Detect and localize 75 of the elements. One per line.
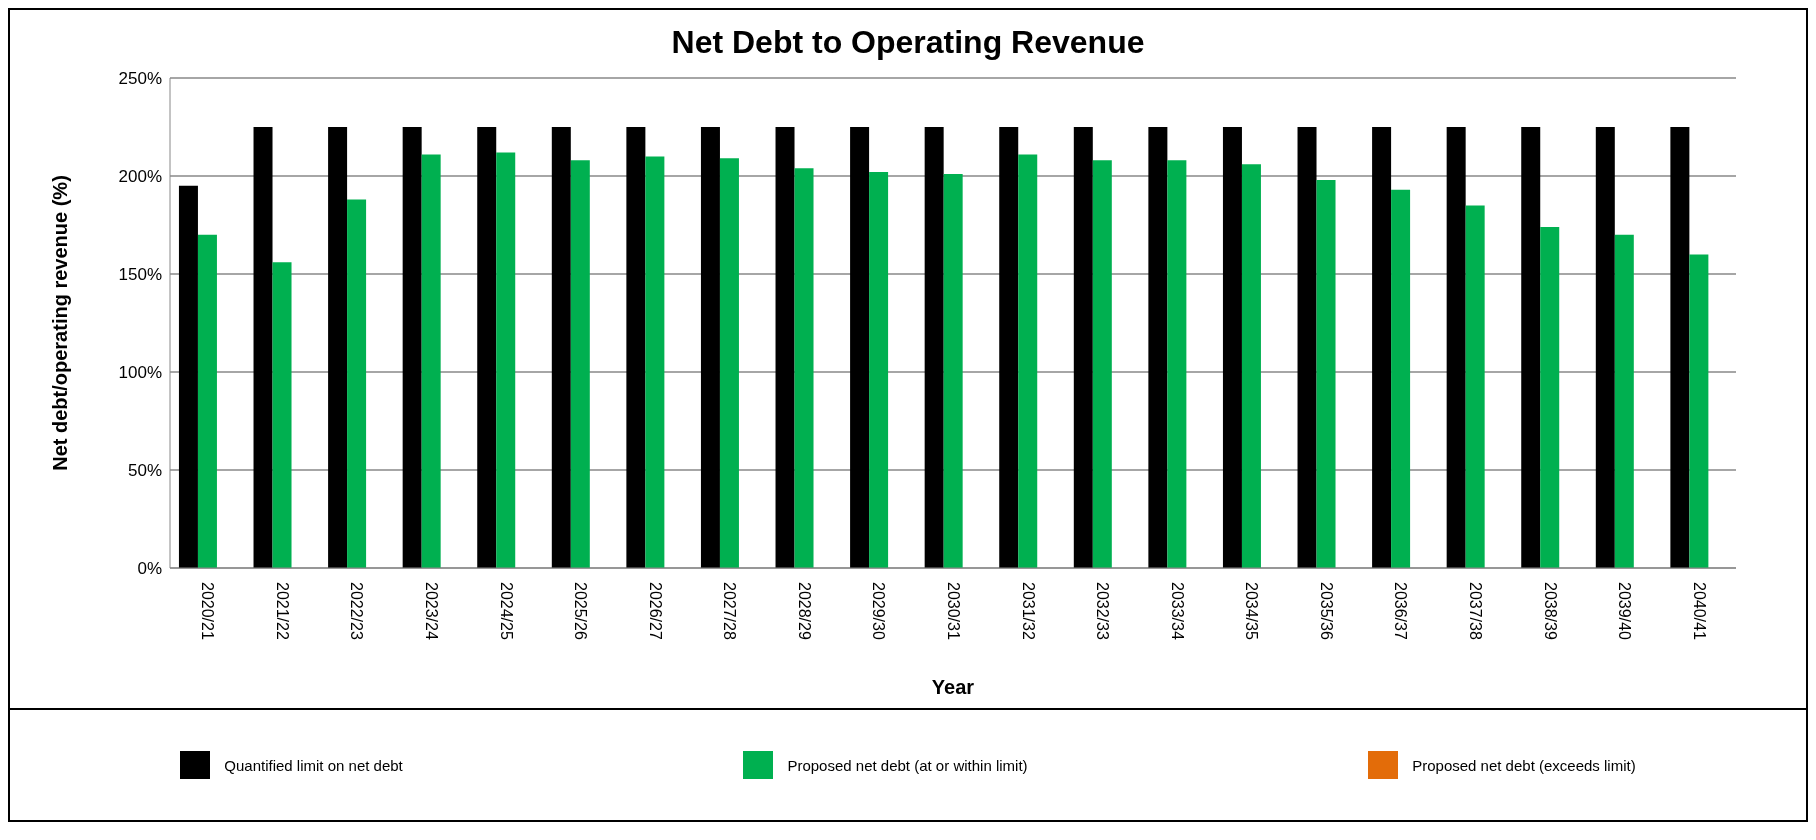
bar (794, 168, 814, 568)
y-tick-label: 150% (118, 265, 162, 285)
y-tick-label: 0% (137, 559, 162, 579)
bar (1073, 127, 1093, 568)
x-tick-label: 2031/32 (1019, 582, 1037, 640)
bar (1670, 127, 1690, 568)
bar (1465, 205, 1485, 568)
y-tick-label: 200% (118, 167, 162, 187)
legend-label: Quantified limit on net debt (224, 756, 403, 774)
bar (999, 127, 1019, 568)
bar (850, 127, 870, 568)
x-axis-title: Year (931, 676, 975, 698)
bar (421, 154, 441, 568)
x-tick-label: 2030/31 (945, 582, 962, 640)
bar (1241, 164, 1261, 568)
bar (645, 156, 665, 568)
bar (1614, 234, 1634, 568)
bar (626, 127, 646, 568)
bar (347, 199, 367, 568)
x-tick-label: 2026/27 (646, 582, 664, 640)
bar (570, 160, 590, 568)
x-tick-label: 2037/38 (1467, 582, 1484, 640)
y-tick-label: 100% (118, 363, 162, 383)
bar (1391, 189, 1411, 568)
bar (1372, 127, 1392, 568)
x-tick-label: 2033/34 (1168, 582, 1186, 640)
x-tick-label: 2039/40 (1616, 582, 1634, 640)
y-axis-title: Net debt/operating revenue (%) (49, 175, 72, 471)
x-tick-label: 2027/28 (721, 582, 739, 640)
x-tick-label: 2020/21 (199, 582, 217, 640)
x-tick-label: 2025/26 (572, 582, 590, 640)
bar (1521, 127, 1541, 568)
bar (1092, 160, 1112, 568)
bar (496, 152, 516, 568)
bar (775, 127, 795, 568)
x-tick-label: 2022/23 (348, 582, 366, 640)
x-tick-label: 2032/33 (1094, 582, 1112, 640)
x-tick-label: 2034/35 (1243, 582, 1261, 640)
bar (272, 262, 292, 568)
bar (1689, 254, 1709, 568)
chart-title: Net Debt to Operating Revenue (670, 23, 1146, 62)
x-tick-label: 2038/39 (1541, 582, 1559, 640)
x-tick-label: 2021/22 (273, 582, 291, 640)
bar (700, 127, 720, 568)
bar (1595, 127, 1615, 568)
bar (869, 172, 889, 568)
bar (1167, 160, 1187, 568)
bar (328, 127, 348, 568)
x-tick-label: 2024/25 (497, 582, 515, 640)
legend-label: Proposed net debt (exceeds limit) (1412, 756, 1636, 774)
bar (943, 174, 963, 568)
bar (924, 127, 944, 568)
bar (551, 127, 571, 568)
x-tick-label: 2029/30 (870, 582, 888, 640)
bar (1540, 226, 1560, 568)
bar (1018, 154, 1038, 568)
bar (1316, 179, 1336, 568)
bar (197, 234, 217, 568)
bar (1222, 127, 1242, 568)
bar (1297, 127, 1317, 568)
bar (1446, 127, 1466, 568)
bar (477, 127, 497, 568)
bar (402, 127, 422, 568)
x-tick-label: 2035/36 (1317, 582, 1335, 640)
bar (719, 158, 739, 568)
bar (253, 127, 273, 568)
x-tick-label: 2028/29 (795, 582, 813, 640)
y-tick-label: 50% (127, 461, 162, 481)
x-tick-label: 2036/37 (1392, 582, 1410, 640)
legend-label: Proposed net debt (at or within limit) (787, 756, 1028, 774)
y-tick-label: 250% (118, 69, 162, 89)
bar (1148, 127, 1168, 568)
x-tick-label: 2040/41 (1690, 582, 1708, 640)
bar (178, 185, 198, 568)
x-tick-label: 2023/24 (423, 582, 440, 640)
